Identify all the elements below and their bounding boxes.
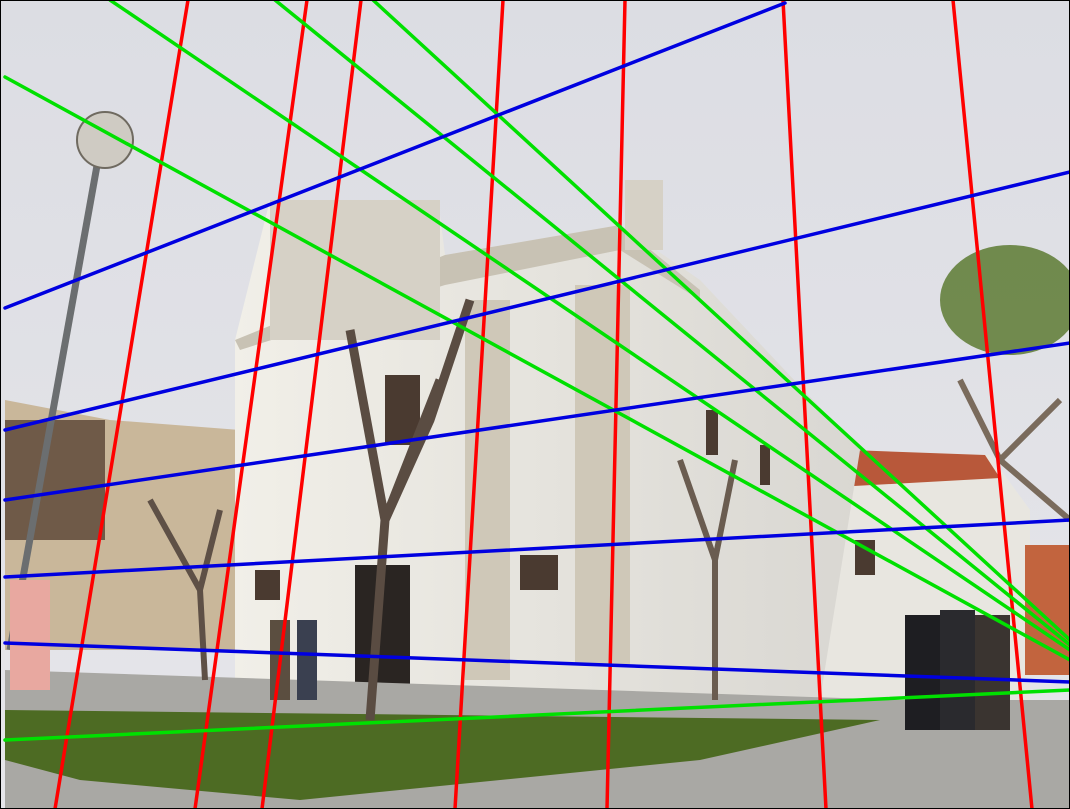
- pilaster: [575, 285, 630, 665]
- window: [255, 570, 280, 600]
- window: [706, 410, 718, 455]
- window: [760, 445, 770, 485]
- person: [940, 610, 975, 730]
- left-house-dark: [5, 420, 105, 540]
- window: [520, 555, 558, 590]
- person: [905, 615, 940, 730]
- person: [10, 580, 50, 690]
- page: [0, 0, 1070, 809]
- bell-gable: [625, 180, 663, 250]
- person: [297, 620, 317, 700]
- pilaster: [465, 300, 510, 680]
- scene: [0, 0, 1070, 809]
- person: [975, 615, 1010, 730]
- photo: [0, 0, 1070, 809]
